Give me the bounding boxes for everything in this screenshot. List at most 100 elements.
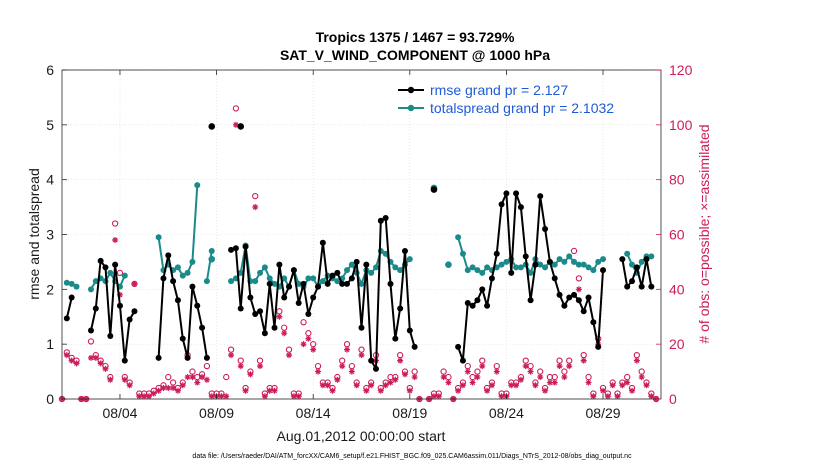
obs-assimilated-point	[131, 280, 138, 287]
rmse-point	[348, 275, 355, 282]
obs-assimilated-point	[493, 368, 500, 375]
obs-assimilated-point	[165, 385, 172, 392]
rmse-point	[310, 294, 317, 301]
totalspread-point	[194, 182, 201, 189]
chart-subtitle: SAT_V_WIND_COMPONENT @ 1000 hPa	[280, 47, 550, 63]
rmse-point	[286, 283, 293, 290]
obs-assimilated-point	[174, 387, 181, 394]
obs-assimilated-point	[295, 393, 302, 400]
rmse-point	[116, 302, 123, 309]
y-tick-label: 3	[46, 227, 54, 243]
rmse-point	[590, 319, 597, 326]
totalspread-point	[63, 279, 70, 286]
obs-assimilated-point	[633, 357, 640, 364]
totalspread-point	[310, 275, 317, 282]
totalspread-point	[459, 250, 466, 257]
obs-assimilated-point	[387, 379, 394, 386]
obs-assimilated-point	[382, 382, 389, 389]
totalspread-point	[372, 264, 379, 271]
totalspread-point	[261, 264, 268, 271]
obs-assimilated-point	[92, 354, 99, 361]
obs-assimilated-point	[464, 368, 471, 375]
y-right-tick-label: 120	[669, 62, 693, 78]
obs-assimilated-point	[430, 393, 437, 400]
obs-assimilated-point	[561, 374, 568, 381]
obs-assimilated-point	[199, 374, 206, 381]
obs-assimilated-point	[556, 363, 563, 370]
rmse-point	[121, 357, 128, 364]
rmse-point	[532, 261, 539, 268]
rmse-point	[334, 269, 341, 276]
totalspread-point	[179, 272, 186, 279]
y-right-tick-label: 100	[669, 117, 693, 133]
obs-assimilated-point	[73, 360, 80, 367]
obs-assimilated-point	[551, 379, 558, 386]
obs-assimilated-point	[517, 376, 524, 383]
rmse-point	[174, 297, 181, 304]
series-lines	[63, 123, 655, 372]
legend-spread-label: totalspread grand pr = 2.1032	[430, 100, 614, 116]
rmse-point	[411, 343, 418, 350]
totalspread-point	[600, 256, 607, 263]
obs-assimilated-point	[218, 393, 225, 400]
rmse-point	[305, 311, 312, 318]
obs-assimilated-point	[455, 387, 462, 394]
totalspread-point	[527, 269, 534, 276]
obs-assimilated-point	[406, 387, 413, 394]
obs-assimilated-point	[189, 374, 196, 381]
totalspread-point	[368, 269, 375, 276]
rmse-point	[237, 305, 244, 312]
obs-assimilated-point	[208, 393, 215, 400]
obs-assimilated-point	[257, 363, 264, 370]
obs-assimilated-point	[604, 393, 611, 400]
obs-possible-point	[87, 338, 95, 345]
obs-assimilated-point	[112, 236, 119, 243]
totalspread-point	[551, 261, 558, 268]
rmse-point	[571, 291, 578, 298]
obs-assimilated-point	[266, 387, 273, 394]
y-right-tick-label: 40	[669, 281, 685, 297]
rmse-point	[629, 278, 636, 285]
x-tick-label: 08/04	[102, 405, 137, 421]
totalspread-point	[295, 280, 302, 287]
obs-assimilated-point	[619, 382, 626, 389]
obs-assimilated-point	[305, 335, 312, 342]
x-tick-label: 08/19	[392, 405, 427, 421]
data-file-footnote: data file: /Users/raeder/DAI/ATM_forcXX/…	[192, 453, 632, 460]
obs-assimilated-point	[228, 352, 235, 359]
obs-assimilated-point	[194, 379, 201, 386]
obs-possible-point	[165, 373, 172, 381]
totalspread-point	[348, 261, 355, 268]
totalspread-point	[566, 253, 573, 260]
x-tick-label: 08/24	[489, 405, 524, 421]
rmse-point	[537, 193, 544, 200]
rmse-point	[300, 280, 307, 287]
obs-assimilated-point	[537, 374, 544, 381]
rmse-point	[232, 245, 239, 252]
rmse-point	[479, 286, 486, 293]
obs-assimilated-point	[334, 376, 341, 383]
totalspread-point	[92, 278, 99, 285]
obs-assimilated-point	[315, 368, 322, 375]
y-tick-label: 1	[46, 336, 54, 352]
totalspread-point	[87, 286, 94, 293]
obs-assimilated-point	[580, 357, 587, 364]
rmse-point	[551, 275, 558, 282]
totalspread-point	[537, 261, 544, 268]
rmse-point	[643, 256, 650, 263]
totalspread-point	[305, 275, 312, 282]
rmse-line-segment	[65, 297, 73, 319]
obs-assimilated-point	[368, 382, 375, 389]
totalspread-point	[624, 250, 631, 257]
obs-assimilated-point	[440, 374, 447, 381]
obs-assimilated-point	[179, 382, 186, 389]
x-axis-ticks: 08/04 08/09 08/14 08/19 08/24 08/29	[102, 70, 621, 421]
totalspread-point	[629, 261, 636, 268]
obs-assimilated-point	[585, 379, 592, 386]
totalspread-series	[63, 182, 655, 293]
totalspread-point	[590, 267, 597, 274]
y-tick-label: 2	[46, 281, 54, 297]
obs-assimilated-point	[600, 387, 607, 394]
totalspread-line-segment	[205, 250, 213, 282]
obs-assimilated-point	[252, 204, 259, 211]
